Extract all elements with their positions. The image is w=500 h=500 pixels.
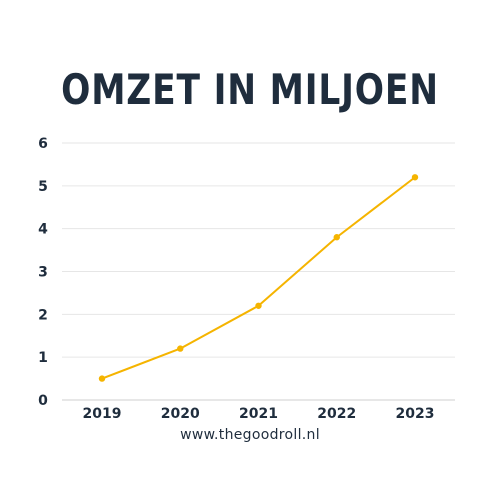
data-point: [333, 234, 340, 241]
y-tick-label: 0: [38, 393, 48, 409]
data-point: [411, 174, 419, 181]
y-axis-ticks: 0 1 2 3 4 5 6: [38, 136, 48, 409]
data-point: [177, 345, 184, 352]
gridlines: [62, 142, 455, 401]
y-tick-label: 4: [38, 222, 48, 238]
x-axis-ticks: 2019 2020 2021 2022 2023: [83, 406, 435, 422]
x-tick-label: 2022: [317, 406, 356, 422]
series-line: [101, 176, 416, 380]
y-tick-label: 2: [38, 307, 48, 323]
x-tick-label: 2019: [83, 406, 122, 422]
chart-title: OMZET IN MILJOEN: [61, 65, 439, 114]
x-tick-label: 2023: [396, 406, 435, 422]
series-line-path: [101, 176, 416, 380]
data-point: [255, 302, 262, 309]
x-tick-label: 2021: [239, 406, 278, 422]
y-tick-label: 3: [38, 265, 48, 281]
x-tick-label: 2020: [161, 406, 200, 422]
y-tick-label: 5: [38, 179, 48, 195]
footer-url: www.thegoodroll.nl: [180, 427, 320, 443]
y-tick-label: 1: [38, 350, 48, 366]
data-points: [98, 174, 419, 382]
data-point: [98, 375, 106, 382]
y-tick-label: 6: [38, 136, 48, 152]
